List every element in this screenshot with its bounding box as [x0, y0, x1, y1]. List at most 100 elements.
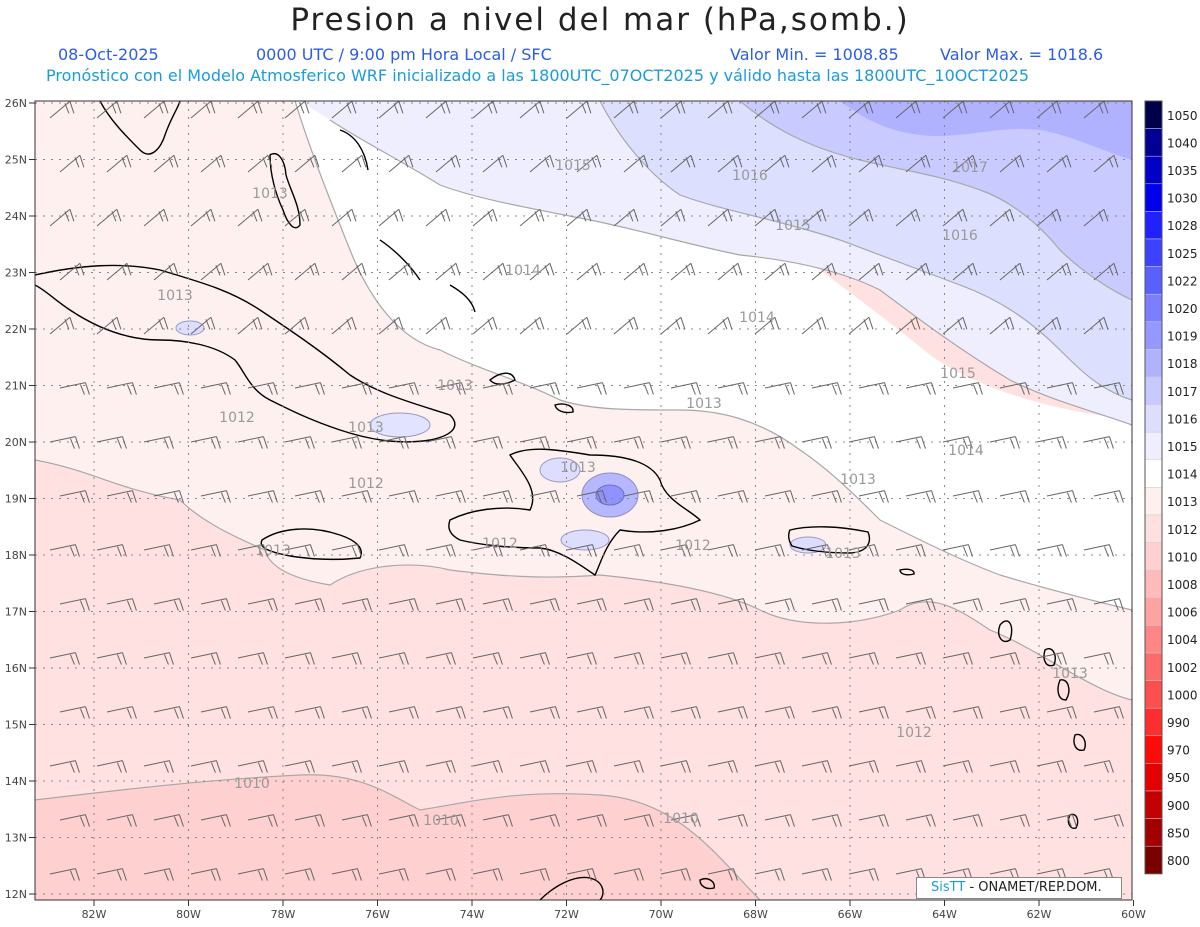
colorbar-swatch — [1144, 100, 1163, 129]
lon-tick-label: 70W — [649, 908, 674, 921]
wind-barb — [989, 436, 1020, 449]
coast-lesser-antilles-1 — [998, 620, 1013, 643]
coast-cuba — [35, 264, 456, 443]
colorbar-swatch — [1144, 321, 1163, 350]
wind-barb — [623, 382, 654, 395]
wind-barb — [1046, 598, 1077, 611]
wind-barb — [96, 101, 122, 119]
wind-barb — [96, 868, 127, 881]
wind-barb — [1093, 706, 1124, 719]
wind-barb — [660, 436, 691, 449]
isobar-label: 1010 — [423, 813, 459, 829]
lat-tick-label: 14N — [5, 775, 27, 788]
wind-barb — [425, 868, 456, 881]
wind-barb — [143, 868, 174, 881]
wind-barb — [613, 760, 644, 773]
colorbar-swatch — [1144, 514, 1163, 543]
wind-barb — [1036, 101, 1062, 119]
wind-barb — [200, 154, 226, 173]
wind-barb — [59, 490, 90, 503]
wind-barb — [529, 262, 555, 281]
wind-barb — [482, 814, 513, 827]
wind-barb — [764, 382, 795, 395]
lat-tick-label: 23N — [5, 267, 27, 280]
wind-barb — [895, 436, 926, 449]
wind-barb — [623, 154, 649, 173]
wind-barb — [905, 262, 931, 281]
wind-barb — [1083, 760, 1114, 773]
wind-barb — [49, 101, 75, 119]
wind-barb — [1046, 814, 1077, 827]
colorbar-swatch — [1144, 211, 1163, 240]
coast-andros — [269, 153, 301, 229]
wind-barb — [623, 262, 649, 281]
wind-barb — [764, 598, 795, 611]
wind-barb — [660, 652, 691, 665]
wind-barb — [425, 436, 456, 449]
colorbar-label: 850 — [1167, 826, 1190, 840]
plot-frame — [34, 100, 1133, 901]
wind-barb — [59, 814, 90, 827]
coast-bahamas-2 — [379, 239, 421, 281]
wind-barb — [49, 208, 75, 227]
coastlines — [35, 101, 1086, 900]
coast-bahamas-3 — [449, 284, 476, 313]
wind-barb — [1093, 382, 1124, 395]
colorbar-label: 1028 — [1167, 219, 1198, 233]
wind-barb — [764, 490, 795, 503]
colorbar-swatch — [1144, 625, 1163, 654]
wind-barb — [388, 154, 414, 173]
coast-jamaica — [260, 528, 362, 561]
wind-barb — [1046, 262, 1072, 281]
wind-barb — [566, 868, 597, 881]
wind-barb — [519, 436, 550, 449]
wind-barb — [811, 706, 842, 719]
org-label: - ONAMET/REP.DOM. — [969, 880, 1102, 895]
wind-barb — [754, 760, 785, 773]
isobar-label: 1014 — [739, 310, 775, 326]
wind-barb — [1093, 262, 1119, 281]
wind-barb — [143, 544, 174, 557]
low-pocket-cuba-east — [369, 412, 431, 438]
wind-barb — [707, 760, 738, 773]
colorbar-label: 1025 — [1167, 247, 1198, 261]
wind-barb — [247, 262, 273, 281]
wind-barb — [482, 154, 508, 173]
isobar-label: 1013 — [348, 420, 384, 436]
wind-barb — [200, 598, 231, 611]
wind-barb — [378, 436, 409, 449]
wind-barb — [670, 490, 701, 503]
colorbar-swatch — [1144, 845, 1163, 875]
wind-barb — [660, 760, 691, 773]
wind-barb — [200, 706, 231, 719]
wind-barb — [190, 544, 221, 557]
colorbar-label: 1004 — [1167, 633, 1198, 647]
wind-barb — [294, 262, 320, 281]
wind-barb — [96, 652, 127, 665]
wind-barb — [764, 814, 795, 827]
wind-barb — [106, 598, 137, 611]
wind-barb — [519, 652, 550, 665]
wind-barb — [388, 382, 419, 395]
wind-barb — [294, 598, 325, 611]
colorbar-swatch — [1144, 652, 1163, 681]
wind-barb — [848, 544, 879, 557]
wind-barb — [613, 316, 639, 335]
wind-barb — [623, 598, 654, 611]
lat-tick-label: 24N — [5, 210, 27, 223]
longitude-axis: 82W 80W 78W 76W 74W 72W 70W 68W 66W 64W 62W 60W — [82, 900, 1146, 921]
wind-barb — [294, 490, 325, 503]
colorbar-swatch — [1144, 680, 1163, 709]
lon-tick-label: 76W — [365, 908, 390, 921]
wind-barb — [999, 598, 1030, 611]
wind-barb — [472, 208, 498, 227]
wind-barb — [519, 316, 545, 335]
isobar-labels: 1015 1016 1017 1015 1016 1014 1014 1015 1014 1013… — [157, 158, 1088, 829]
colorbar-swatch — [1144, 763, 1163, 792]
wind-barb — [435, 814, 466, 827]
lat-tick-label: 25N — [5, 154, 27, 167]
wind-barb — [190, 760, 221, 773]
coast-virgin — [899, 568, 915, 576]
wind-barb — [754, 101, 780, 119]
isobar-label: 1012 — [348, 476, 384, 492]
